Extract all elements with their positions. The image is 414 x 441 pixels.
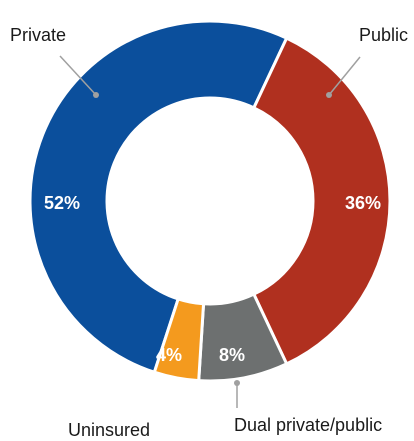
dual-percent-label: 8% <box>219 345 245 365</box>
private-percent-label: 52% <box>44 193 80 213</box>
private-slice <box>28 19 289 375</box>
private-leader-line <box>59 55 97 96</box>
public-percent-label: 36% <box>345 193 381 213</box>
private-category-label: Private <box>10 25 66 45</box>
slices-layer <box>28 19 392 383</box>
public-leader-line <box>328 56 361 96</box>
public-category-label: Public <box>359 25 408 45</box>
uninsured-percent-label: 4% <box>156 345 182 365</box>
private-leader-dot <box>93 92 99 98</box>
dual-category-label: Dual private/public <box>234 415 382 435</box>
public-leader-dot <box>326 92 332 98</box>
dual-leader-dot <box>234 380 240 386</box>
uninsured-category-label: Uninsured <box>68 420 150 440</box>
uninsured-slice <box>152 297 206 383</box>
public-slice <box>251 36 392 366</box>
